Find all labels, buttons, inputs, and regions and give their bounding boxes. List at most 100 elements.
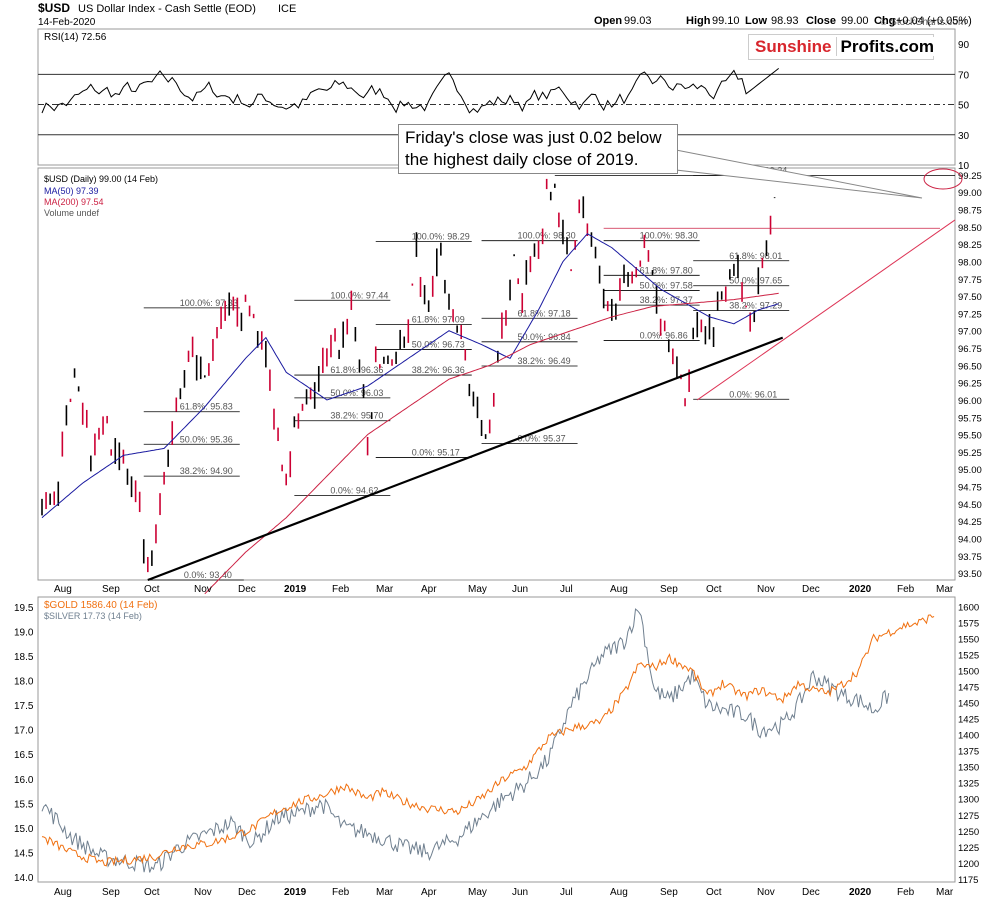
price-ytick: 97.25	[958, 309, 982, 320]
fib-label: 38.2%: 97.37	[640, 295, 693, 305]
month-tick: Nov	[194, 584, 212, 595]
month-tick: Mar	[936, 887, 954, 898]
fib-label: 100.0%: 97.33	[180, 298, 238, 308]
fib-label: 61.8%: 97.80	[640, 265, 693, 275]
gold-ytick: 1250	[958, 827, 979, 838]
fib-label: 0.0%: 93.40	[184, 570, 232, 580]
month-tick: Aug	[54, 887, 72, 898]
fib-label: 38.2%: 95.70	[330, 411, 383, 421]
svg-text:99.10: 99.10	[712, 15, 740, 27]
month-tick: Aug	[54, 584, 72, 595]
month-tick: Oct	[144, 887, 160, 898]
annotation-callout: Friday's close was just 0.02 below the h…	[398, 124, 678, 174]
price-ytick: 96.75	[958, 344, 982, 355]
rsi-ytick: 10	[958, 161, 970, 172]
brand-part-1: Sunshine	[755, 37, 832, 56]
gold-ytick: 1600	[958, 603, 979, 614]
month-tick: Mar	[376, 887, 394, 898]
svg-text:Chg: Chg	[874, 15, 895, 27]
month-tick: Nov	[194, 887, 212, 898]
month-tick: Dec	[238, 584, 256, 595]
price-ytick: 98.75	[958, 206, 982, 217]
month-tick: Dec	[802, 584, 820, 595]
svg-text:Volume undef: Volume undef	[44, 208, 100, 218]
silver-ytick: 16.5	[14, 750, 34, 761]
gold-ytick: 1300	[958, 795, 979, 806]
silver-ytick: 17.5	[14, 701, 34, 712]
month-tick: Jun	[512, 887, 528, 898]
price-ytick: 94.25	[958, 517, 982, 528]
svg-text:MA(50) 97.39: MA(50) 97.39	[44, 186, 99, 196]
gold-ytick: 1350	[958, 763, 979, 774]
month-tick: Oct	[144, 584, 160, 595]
price-ytick: 95.25	[958, 448, 982, 459]
silver-ytick: 15.5	[14, 799, 34, 810]
month-tick: Nov	[757, 584, 775, 595]
month-tick: 2020	[849, 584, 872, 595]
gold-ytick: 1225	[958, 843, 979, 854]
gold-ytick: 1475	[958, 683, 979, 694]
gold-ytick: 1450	[958, 699, 979, 710]
highlight-ellipse	[923, 168, 963, 190]
gold-ytick: 1375	[958, 747, 979, 758]
price-ytick: 98.50	[958, 223, 982, 234]
fib-label: 50.0%: 95.36	[180, 434, 233, 444]
fib-label: 100.0%: 98.29	[412, 231, 470, 241]
svg-text:99.00: 99.00	[841, 15, 869, 27]
svg-text:$GOLD 1586.40 (14 Feb): $GOLD 1586.40 (14 Feb)	[44, 600, 157, 611]
month-tick: 2019	[284, 584, 307, 595]
month-tick: Aug	[610, 887, 628, 898]
fib-label: 100.0%: 97.44	[330, 290, 388, 300]
month-tick: Feb	[332, 887, 350, 898]
silver-ytick: 14.0	[14, 873, 34, 884]
price-ytick: 98.25	[958, 240, 982, 251]
fib-label: 50.0%: 97.58	[640, 281, 693, 291]
gold-ytick: 1500	[958, 667, 979, 678]
month-tick: 2019	[284, 887, 307, 898]
ohlc-readout: Open 99.03 High 99.10 Low 98.93 Close 99…	[594, 15, 972, 27]
price-ytick: 95.75	[958, 413, 982, 424]
rsi-ytick: 90	[958, 40, 970, 51]
gold-ytick: 1550	[958, 635, 979, 646]
month-tick: Feb	[332, 584, 350, 595]
month-tick: Dec	[238, 887, 256, 898]
fib-label: 0.0%: 96.86	[640, 330, 688, 340]
brand-logo: Sunshine Profits.com	[748, 34, 939, 60]
price-ytick: 97.75	[958, 275, 982, 286]
silver-ytick: 14.5	[14, 849, 34, 860]
svg-text:98.93: 98.93	[771, 15, 799, 27]
price-ytick: 95.00	[958, 465, 982, 476]
metals-legend: $GOLD 1586.40 (14 Feb) $SILVER 17.73 (14…	[44, 600, 157, 621]
silver-ytick: 16.0	[14, 775, 34, 786]
month-tick: Sep	[660, 584, 678, 595]
instrument-name: US Dollar Index - Cash Settle (EOD)	[78, 3, 256, 15]
month-tick: Apr	[421, 887, 437, 898]
price-ytick: 97.50	[958, 292, 982, 303]
gold-ytick: 1200	[958, 859, 979, 870]
price-ytick: 99.00	[958, 188, 982, 199]
fib-label: 100.0%: 98.30	[518, 231, 576, 241]
price-ytick: 98.00	[958, 257, 982, 268]
exchange-label: ICE	[278, 3, 296, 15]
fib-label: 50.0%: 97.65	[729, 276, 782, 286]
price-ytick: 96.25	[958, 379, 982, 390]
red-trendline	[696, 219, 956, 401]
month-tick: Sep	[102, 887, 120, 898]
month-tick: Oct	[706, 887, 722, 898]
support-trendline	[147, 336, 784, 582]
silver-ytick: 15.0	[14, 824, 34, 835]
fib-label: 38.2%: 97.29	[729, 301, 782, 311]
month-tick: 2020	[849, 887, 872, 898]
fib-label: 38.2%: 96.49	[518, 356, 571, 366]
fib-label: 50.0%: 96.03	[330, 388, 383, 398]
month-tick: May	[468, 887, 487, 898]
price-legend: $USD (Daily) 99.00 (14 Feb) MA(50) 97.39…	[44, 174, 158, 218]
month-tick: Mar	[376, 584, 394, 595]
svg-text:MA(200) 97.54: MA(200) 97.54	[44, 197, 104, 207]
price-ytick: 95.50	[958, 431, 982, 442]
brand-part-2: Profits.com	[835, 37, 939, 56]
svg-text:$USD (Daily) 99.00 (14 Feb): $USD (Daily) 99.00 (14 Feb)	[44, 174, 158, 184]
silver-ytick: 18.5	[14, 652, 34, 663]
svg-text:$SILVER 17.73 (14 Feb): $SILVER 17.73 (14 Feb)	[44, 611, 142, 621]
symbol-title: $USD	[38, 1, 70, 15]
